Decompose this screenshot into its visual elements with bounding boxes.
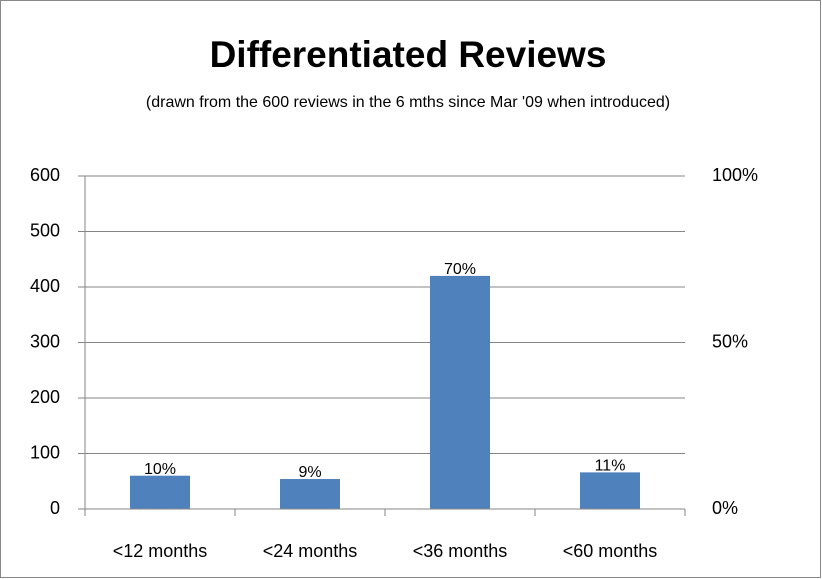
bar bbox=[280, 479, 340, 509]
y2-tick-label: 0% bbox=[712, 498, 738, 518]
bar bbox=[580, 472, 640, 509]
y-tick-label: 600 bbox=[30, 165, 60, 185]
y-tick-label: 300 bbox=[30, 331, 60, 351]
y-tick-label: 200 bbox=[30, 387, 60, 407]
y-tick-label: 500 bbox=[30, 220, 60, 240]
data-label: 70% bbox=[444, 261, 476, 278]
x-tick-label: <24 months bbox=[263, 541, 358, 561]
bar bbox=[130, 475, 190, 509]
chart-subtitle: (drawn from the 600 reviews in the 6 mth… bbox=[145, 94, 671, 111]
bar bbox=[430, 275, 490, 509]
y2-tick-label: 50% bbox=[712, 331, 748, 351]
x-tick-label: <60 months bbox=[563, 541, 658, 561]
data-label: 11% bbox=[595, 458, 626, 475]
chart-title: Differentiated Reviews bbox=[210, 34, 607, 75]
y-tick-label: 0 bbox=[50, 498, 60, 518]
y-tick-label: 400 bbox=[30, 276, 60, 296]
y2-tick-label: 100% bbox=[712, 165, 758, 185]
data-label: 10% bbox=[144, 461, 176, 478]
y-tick-label: 100 bbox=[30, 442, 60, 462]
data-label: 9% bbox=[298, 464, 321, 481]
x-tick-label: <12 months bbox=[113, 541, 208, 561]
x-tick-label: <36 months bbox=[413, 541, 508, 561]
